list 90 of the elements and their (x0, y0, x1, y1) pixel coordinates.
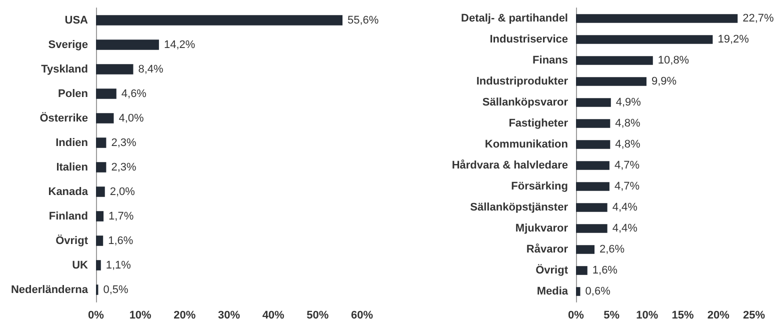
x-tick-label: 15% (672, 310, 694, 322)
y-tick-label: Finland (48, 210, 88, 222)
data-label: 9,9% (651, 76, 677, 88)
x-tick-label: 30% (218, 310, 240, 322)
y-tick-label: Österrike (40, 111, 88, 124)
data-label: 2,0% (110, 186, 136, 198)
bar (576, 35, 713, 44)
bar (576, 245, 595, 254)
data-label: 2,6% (600, 244, 625, 256)
y-tick-label: Mjukvaror (515, 222, 569, 234)
y-tick-label: Tyskland (41, 63, 88, 76)
x-tick-label: 5% (604, 310, 620, 322)
bar (96, 138, 106, 148)
data-label: 10,8% (658, 54, 690, 66)
data-label: 8,4% (138, 63, 164, 76)
bar (96, 113, 114, 124)
bar (576, 203, 608, 212)
bar (576, 56, 653, 65)
data-label: 0,6% (585, 286, 611, 298)
data-label: 4,7% (614, 160, 640, 172)
y-tick-label: Övrigt (536, 264, 568, 276)
data-label: 4,8% (615, 118, 640, 130)
y-tick-label: Råvaror (526, 242, 569, 256)
bar (96, 260, 101, 270)
data-label: 22,7% (742, 12, 774, 24)
data-label: 19,2% (718, 34, 750, 46)
bar (576, 77, 646, 86)
bar (96, 64, 134, 74)
x-tick-label: 20% (174, 310, 196, 322)
y-tick-label: Fastigheter (508, 118, 569, 130)
y-tick-label: Indien (56, 136, 88, 149)
data-label: 4,4% (612, 222, 638, 234)
x-tick-label: 10% (636, 310, 658, 322)
y-tick-label: Övrigt (56, 234, 88, 247)
data-label: 4,0% (118, 112, 144, 124)
bar (576, 161, 610, 170)
x-tick-label: 25% (742, 310, 766, 322)
x-tick-label: 50% (306, 310, 329, 322)
y-tick-label: Nederländerna (10, 284, 89, 296)
y-tick-label: UK (72, 259, 88, 272)
y-tick-label: Hårdvara & halvledare (452, 158, 568, 172)
x-tick-label: 20% (707, 310, 730, 322)
y-tick-label: Finans (532, 54, 568, 66)
y-tick-label: Sällanköpsvaror (482, 96, 569, 108)
y-tick-label: Italien (56, 161, 88, 174)
x-tick-label: 10% (129, 310, 152, 322)
data-label: 4,9% (616, 96, 642, 108)
data-label: 4,4% (612, 202, 638, 214)
data-label: 4,8% (615, 138, 640, 150)
bar (96, 211, 104, 222)
x-tick-label: 0% (568, 310, 584, 322)
bar (576, 98, 611, 107)
y-tick-label: USA (64, 14, 88, 26)
data-label: 1,1% (106, 259, 132, 272)
y-tick-label: Sällanköpstjänster (470, 202, 569, 214)
x-tick-label: 40% (262, 310, 285, 322)
y-tick-label: Kanada (48, 186, 89, 198)
bar (576, 266, 588, 275)
data-label: 2,3% (111, 161, 136, 174)
y-tick-label: Kommunikation (484, 138, 568, 150)
y-tick-label: Media (536, 286, 569, 298)
data-label: 55,6% (347, 14, 379, 26)
y-tick-label: Industriprodukter (476, 76, 569, 88)
bar (576, 287, 580, 296)
bar (576, 119, 610, 128)
y-tick-label: Sverige (48, 38, 88, 51)
y-tick-label: Försärking (511, 180, 568, 192)
y-tick-label: Detalj- & partihandel (461, 12, 568, 24)
data-label: 1,6% (108, 234, 134, 247)
data-label: 1,6% (592, 264, 618, 276)
bar (96, 88, 116, 99)
y-tick-label: Polen (58, 88, 88, 100)
bar (96, 40, 159, 50)
bar (576, 140, 610, 149)
data-label: 4,7% (614, 180, 640, 192)
bar (96, 162, 106, 172)
x-tick-label: 60% (350, 310, 374, 322)
bar (576, 182, 610, 191)
data-label: 14,2% (164, 38, 196, 51)
data-label: 2,3% (111, 136, 136, 149)
x-tick-label: 0% (88, 310, 104, 322)
y-tick-label: Industriservice (490, 34, 568, 46)
bar (96, 15, 342, 26)
data-label: 1,7% (108, 210, 134, 222)
bar (96, 236, 104, 246)
bar (576, 224, 608, 233)
data-label: 4,6% (121, 88, 147, 100)
data-label: 0,5% (103, 284, 129, 296)
bar (576, 14, 738, 23)
bar (96, 186, 105, 197)
